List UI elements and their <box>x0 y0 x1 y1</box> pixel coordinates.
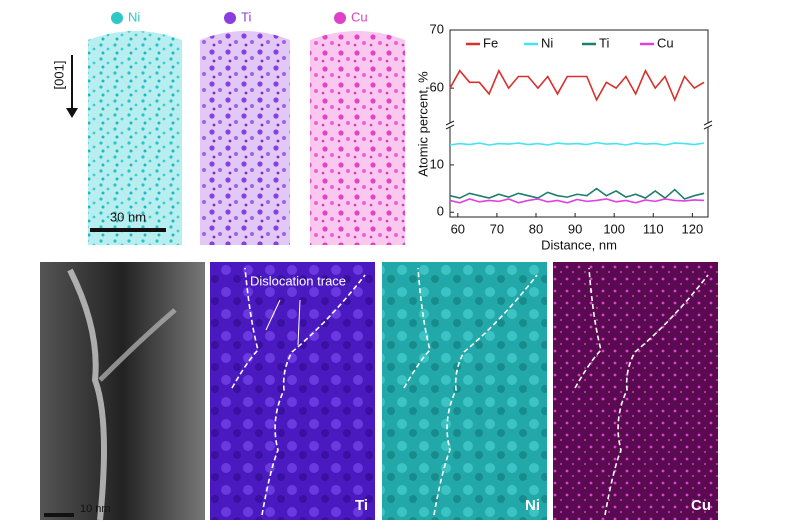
axis-break <box>703 124 713 130</box>
axis-break-gap <box>704 123 712 127</box>
series-line <box>449 187 705 200</box>
map-label: Ni <box>525 497 540 514</box>
map-label: Ti <box>355 497 368 514</box>
ni-tip <box>88 31 182 245</box>
stem-feature <box>98 308 177 382</box>
legend-label: Ni <box>541 35 553 50</box>
y-tick-label: 70 <box>430 21 444 36</box>
direction-label: [001] <box>51 61 66 90</box>
y-axis-label: Atomic percent, % <box>415 71 430 177</box>
stem-panel <box>40 262 205 520</box>
x-tick-label: 90 <box>568 221 582 236</box>
map-label: Cu <box>691 497 711 514</box>
x-tick-label: 100 <box>603 221 625 236</box>
ti-map <box>210 262 375 520</box>
plot-frame <box>449 29 709 218</box>
scale-label: 30 nm <box>110 209 146 224</box>
legend-label: Ti <box>599 35 609 50</box>
cu-map <box>553 262 718 520</box>
axis-break <box>445 120 455 126</box>
label-cu: Cu <box>351 9 368 24</box>
axis-break <box>445 124 455 130</box>
y-tick-label: 0 <box>437 204 444 219</box>
scale-label: 10 nm <box>80 503 111 515</box>
x-axis-label: Distance, nm <box>541 237 617 252</box>
dislocation-traces <box>231 267 709 516</box>
line-chart: Atomic percent, % Distance, nm <box>415 71 617 253</box>
ti-icon <box>224 12 236 24</box>
stem-feature <box>67 268 107 521</box>
cu-tip <box>310 31 405 245</box>
x-tick-label: 80 <box>529 221 543 236</box>
cu-icon <box>334 12 346 24</box>
axis-break-gap <box>446 123 454 127</box>
legend-label: Cu <box>657 35 674 50</box>
ni-map <box>382 262 547 520</box>
ni-icon <box>111 12 123 24</box>
series-line <box>449 198 705 204</box>
x-tick-label: 60 <box>451 221 465 236</box>
label-ti: Ti <box>241 9 251 24</box>
y-tick-label: 60 <box>430 80 444 95</box>
label-ni: Ni <box>128 9 140 24</box>
scale-bar <box>44 513 74 517</box>
legend-label: Fe <box>483 35 498 50</box>
arrow-head <box>66 108 78 118</box>
x-tick-label: 110 <box>643 221 664 236</box>
ti-tip <box>200 31 290 245</box>
series-line <box>449 141 705 146</box>
series-line <box>449 68 705 102</box>
x-tick-label: 70 <box>490 221 504 236</box>
scale-bar <box>90 228 166 232</box>
pointer <box>297 299 301 346</box>
annotation: Dislocation trace <box>250 273 346 288</box>
pointer <box>265 299 281 331</box>
axis-break <box>703 120 713 126</box>
x-tick-label: 120 <box>682 221 704 236</box>
y-tick-label: 10 <box>430 156 444 171</box>
